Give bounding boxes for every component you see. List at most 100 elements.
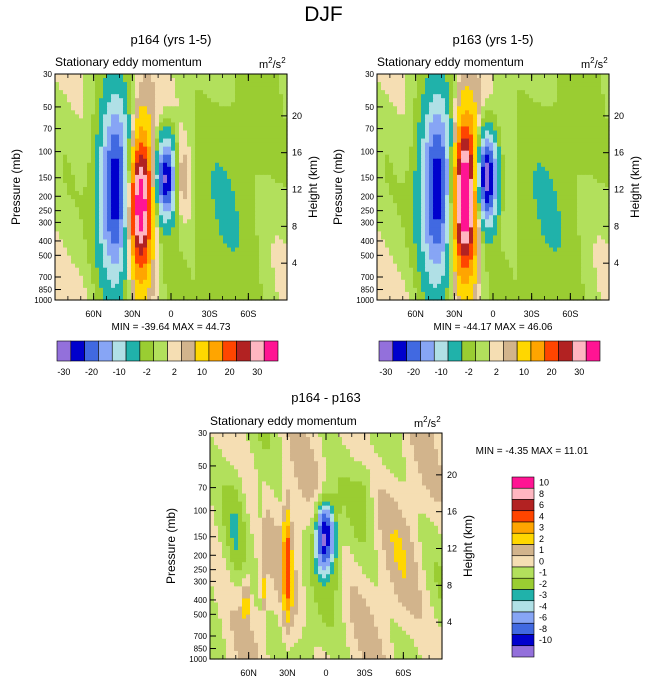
heatmap-cell — [417, 182, 422, 188]
heatmap-cell — [55, 247, 60, 253]
heatmap-cell — [103, 283, 108, 289]
heatmap-cell — [87, 118, 92, 124]
heatmap-cell — [457, 134, 462, 140]
heatmap-cell — [577, 90, 582, 95]
heatmap-cell — [255, 74, 260, 79]
heatmap-cell — [231, 82, 236, 87]
heatmap-cell — [79, 231, 84, 237]
heatmap-cell — [147, 263, 152, 269]
heatmap-cell — [59, 255, 64, 261]
heatmap-cell — [553, 174, 558, 180]
heatmap-cell — [247, 94, 252, 99]
heatmap-cell — [163, 231, 168, 237]
heatmap-cell — [183, 178, 188, 184]
heatmap-cell — [91, 215, 96, 220]
heatmap-cell — [271, 259, 276, 265]
heatmap-cell — [107, 271, 112, 277]
heatmap-cell — [469, 126, 474, 132]
heatmap-cell — [191, 207, 196, 212]
heatmap-cell — [279, 207, 284, 212]
heatmap-cell — [99, 255, 104, 261]
heatmap-cell — [191, 102, 196, 107]
heatmap-cell — [203, 138, 208, 144]
heatmap-cell — [255, 142, 260, 148]
heatmap-cell — [119, 271, 124, 277]
heatmap-cell — [581, 98, 586, 103]
heatmap-cell — [155, 130, 160, 136]
heatmap-cell — [417, 150, 422, 156]
heatmap-cell — [243, 283, 248, 289]
heatmap-cell — [127, 203, 132, 208]
heatmap-cell — [521, 178, 526, 184]
heatmap-cell — [119, 106, 124, 111]
heatmap-cell — [163, 271, 168, 277]
heatmap-cell — [397, 138, 402, 144]
heatmap-cell — [247, 247, 252, 253]
heatmap-cell — [63, 235, 68, 241]
heatmap-cell — [405, 114, 410, 119]
heatmap-cell — [223, 102, 228, 107]
heatmap-cell — [247, 106, 252, 111]
heatmap-cell — [493, 118, 498, 124]
heatmap-cell — [601, 158, 606, 164]
heatmap-cell — [55, 235, 60, 241]
heatmap-cell — [195, 251, 200, 257]
heatmap-cell — [91, 114, 96, 119]
heatmap-cell — [481, 90, 486, 95]
heatmap-cell — [219, 287, 224, 293]
heatmap-cell — [79, 295, 84, 301]
heatmap-cell — [167, 247, 172, 253]
heatmap-cell — [553, 130, 558, 136]
heatmap-cell — [405, 102, 410, 107]
heatmap-cell — [147, 239, 152, 245]
heatmap-cell — [279, 166, 284, 172]
heatmap-cell — [183, 255, 188, 261]
heatmap-cell — [429, 130, 434, 136]
heatmap-cell — [569, 126, 574, 132]
heatmap-cell — [473, 78, 478, 83]
heatmap-cell — [497, 130, 502, 136]
heatmap-cell — [171, 122, 176, 128]
heatmap-cell — [163, 122, 168, 128]
heatmap-cell — [219, 126, 224, 132]
heatmap-cell — [167, 191, 172, 196]
heatmap-cell — [529, 86, 534, 91]
heatmap-cell — [147, 235, 152, 241]
heatmap-cell — [553, 114, 558, 119]
heatmap-cell — [107, 247, 112, 253]
heatmap-cell — [207, 114, 212, 119]
heatmap-cell — [215, 130, 220, 136]
heatmap-cell — [437, 74, 442, 79]
heatmap-cell — [63, 251, 68, 257]
heatmap-cell — [99, 154, 104, 160]
heatmap-cell — [119, 195, 124, 200]
heatmap-cell — [585, 138, 590, 144]
heatmap-cell — [147, 255, 152, 261]
y-tick-label: 400 — [39, 237, 53, 246]
heatmap-cell — [469, 138, 474, 144]
heatmap-cell — [143, 271, 148, 277]
heatmap-cell — [95, 275, 100, 281]
heatmap-cell — [259, 215, 264, 220]
heatmap-cell — [449, 82, 454, 87]
heatmap-cell — [231, 275, 236, 281]
heatmap-cell — [107, 158, 112, 164]
heatmap-cell — [513, 90, 518, 95]
heatmap-cell — [71, 114, 76, 119]
heatmap-cell — [505, 106, 510, 111]
heatmap-cell — [223, 78, 228, 83]
heatmap-cell — [123, 211, 128, 216]
heatmap-cell — [79, 255, 84, 261]
heatmap-cell — [557, 174, 562, 180]
heatmap-cell — [131, 94, 136, 99]
heatmap-cell — [537, 114, 542, 119]
heatmap-cell — [409, 90, 414, 95]
heatmap-cell — [99, 158, 104, 164]
heatmap-cell — [151, 174, 156, 180]
heatmap-cell — [247, 207, 252, 212]
heatmap-cell — [465, 78, 470, 83]
heatmap-cell — [179, 247, 184, 253]
heatmap-cell — [211, 187, 216, 192]
heatmap-cell — [381, 114, 386, 119]
heatmap-cell — [91, 287, 96, 293]
